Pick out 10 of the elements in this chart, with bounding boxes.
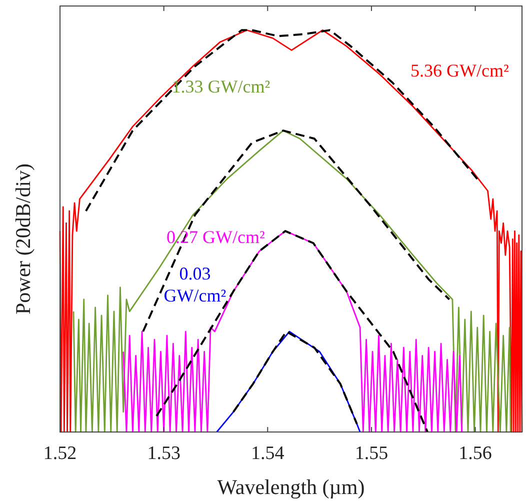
series-label: 5.36 GW/cm² [410,60,509,80]
text: 1.33 GW/cm² [172,76,270,96]
x-tick-label: 1.54 [251,443,285,464]
x-tick-label: 1.56 [458,443,492,464]
text: 0.03 GW/cm² [164,263,226,306]
y-axis-title: Power (20dB/div) [11,163,35,315]
x-axis-title: Wavelength (µm) [217,475,365,499]
x-tick-label: 1.53 [147,443,180,464]
x-tick-label: 1.55 [354,443,388,464]
x-tick-label: 1.52 [43,443,77,464]
